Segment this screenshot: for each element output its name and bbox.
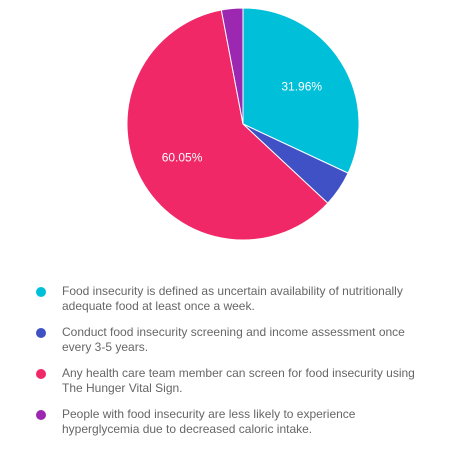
legend-item[interactable]: Any health care team member can screen f… [36, 366, 436, 396]
legend-swatch [36, 410, 46, 420]
pie-chart: 31.96% 60.05% [126, 7, 360, 241]
legend-item[interactable]: Food insecurity is defined as uncertain … [36, 284, 436, 314]
pie-slice-3[interactable] [220, 7, 244, 125]
legend-swatch [36, 328, 46, 338]
legend-item[interactable]: People with food insecurity are less lik… [36, 407, 436, 437]
legend-label: Conduct food insecurity screening and in… [62, 325, 405, 354]
legend-swatch [36, 287, 46, 297]
legend-swatch [36, 369, 46, 379]
slice-data-label: 60.05% [162, 151, 203, 165]
legend-item[interactable]: Conduct food insecurity screening and in… [36, 325, 436, 355]
slice-data-label: 31.96% [281, 80, 322, 94]
pie-slice-0[interactable] [242, 7, 360, 174]
legend-label: Any health care team member can screen f… [62, 366, 415, 395]
legend-label: Food insecurity is defined as uncertain … [62, 284, 403, 313]
chart-legend: Food insecurity is defined as uncertain … [36, 284, 436, 448]
pie-slice-2[interactable] [126, 9, 329, 241]
legend-label: People with food insecurity are less lik… [62, 407, 356, 436]
